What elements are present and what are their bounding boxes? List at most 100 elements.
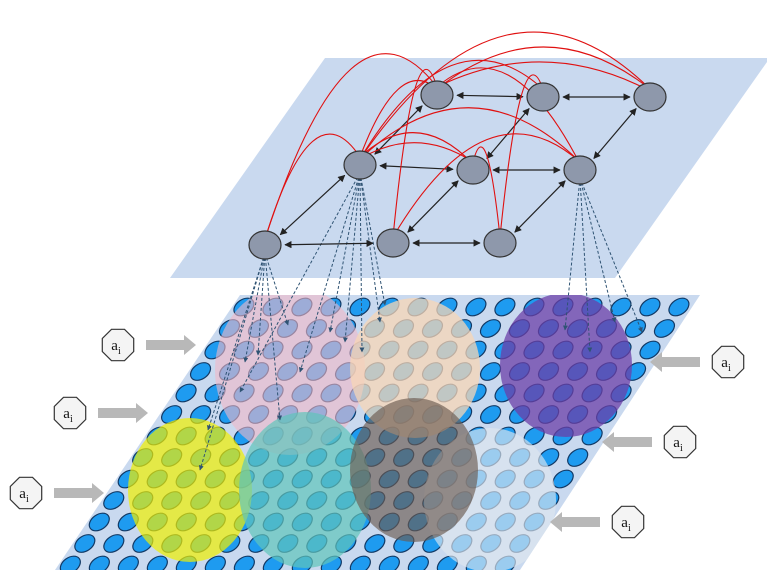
cell [146,383,168,403]
cell [117,555,139,570]
link [284,239,374,249]
cell [175,297,197,317]
input-label: ai [63,406,73,425]
projection [562,177,581,331]
cell [88,555,110,570]
input-label: ai [111,338,121,357]
input-arrow [146,335,196,355]
cell [189,362,212,381]
projection [198,252,266,471]
link [374,105,423,155]
projection [328,172,361,333]
cell [567,448,589,467]
projection [579,177,593,353]
input-label-base: a [63,406,70,422]
cell [146,555,168,570]
link [407,180,459,233]
input-badge [101,328,135,362]
input-badge [663,425,697,459]
cell [160,319,183,338]
cell [59,555,81,570]
arc [263,53,438,240]
cell [28,553,55,570]
cell [103,534,125,553]
input-arrow [54,483,104,503]
region [128,418,252,562]
cell [204,297,226,317]
projection [579,177,643,333]
input-arrow [602,432,652,452]
cell [654,405,676,424]
input-label-base: a [111,338,118,354]
cell [14,531,41,556]
region [350,398,478,542]
cell [610,469,632,489]
input-label-sub: i [26,494,29,505]
cell [59,469,81,489]
cell [233,555,255,570]
projection [264,252,290,326]
node [376,228,410,258]
region [239,412,371,568]
arc [359,132,474,165]
input-label-base: a [19,486,26,502]
input: ai [9,476,104,510]
input-label-base: a [673,435,680,451]
cell [596,491,618,510]
projection [264,252,283,421]
node [343,150,377,180]
projection [255,252,266,356]
cell [465,297,487,317]
input: ai [602,425,697,459]
projection [342,172,361,343]
cell [567,534,589,553]
cell [175,383,197,403]
input: ai [550,505,645,539]
link [379,162,454,173]
cell [407,555,429,570]
cell [74,448,96,467]
cell [479,319,502,338]
input: ai [101,328,196,362]
cell [59,512,81,532]
cell [103,491,125,510]
cell [88,426,110,446]
arc [359,31,651,160]
input-label: ai [19,486,29,505]
arc [392,133,581,238]
cell [552,555,574,570]
cell [117,383,139,403]
projection [359,172,387,306]
arcs [263,31,651,240]
links [279,91,637,249]
cell [639,297,661,317]
cell [55,534,67,553]
input-label: ai [673,435,683,454]
region [215,295,365,455]
cell [697,297,700,317]
cell [364,534,386,553]
input-arrow [98,403,148,423]
node [526,82,560,112]
input-label-base: a [721,355,728,371]
input-label-sub: i [728,363,731,374]
input-label-base: a [621,515,628,531]
node [563,155,597,185]
arc [472,146,503,238]
region [500,295,632,437]
arc [497,74,544,238]
cell [0,553,26,570]
cell [668,297,690,317]
cell [624,319,647,338]
input: ai [650,345,745,379]
cell [709,316,736,341]
cell [479,362,502,381]
cell [480,405,502,424]
input: ai [53,396,148,430]
cell [160,362,183,381]
cell [349,297,371,317]
node [483,228,517,258]
input-label: ai [621,515,631,534]
